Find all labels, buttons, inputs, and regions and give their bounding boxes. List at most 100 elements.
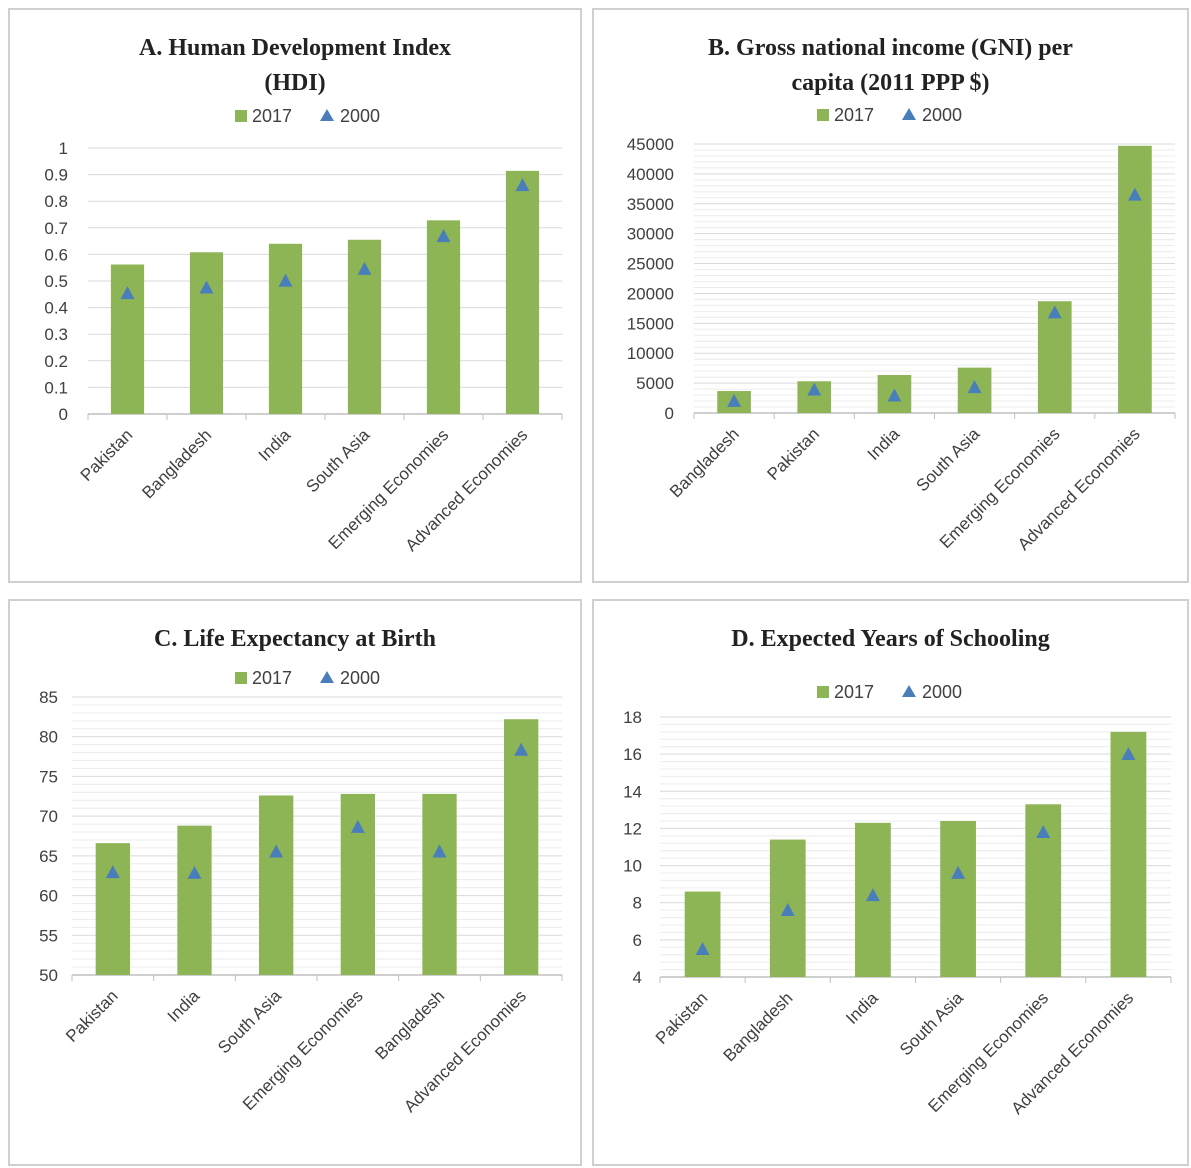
marker-2000 <box>807 382 822 396</box>
marker-2000 <box>967 380 982 394</box>
y-tick-label: 0.4 <box>44 299 68 318</box>
marker-2000 <box>187 865 202 879</box>
x-category-label: Bangladesh <box>720 988 797 1065</box>
marker-2000 <box>278 273 293 287</box>
marker-2000 <box>1127 187 1142 201</box>
chart-title: B. Gross national income (GNI) per <box>708 35 1073 61</box>
marker-2000 <box>269 844 284 858</box>
chart-title: A. Human Development Index <box>139 35 451 61</box>
bar-2017 <box>504 719 539 975</box>
y-tick-label: 4 <box>633 968 642 987</box>
chart-svg: C. Life Expectancy at Birth 2017 2000 50 55 6… <box>39 626 563 1116</box>
marker-2000 <box>951 865 966 879</box>
marker-2000 <box>1036 825 1051 838</box>
legend-label-2000: 2000 <box>340 106 380 126</box>
x-category-label: Bangladesh <box>371 986 448 1063</box>
y-tick-label: 0 <box>665 404 674 423</box>
bar-2017 <box>426 220 461 414</box>
legend-label-2000: 2000 <box>922 682 962 702</box>
legend-marker-2000 <box>902 685 916 697</box>
y-tick-label: 10000 <box>627 344 674 363</box>
x-category-label: India <box>842 988 882 1028</box>
marker-2000 <box>514 742 529 756</box>
bar-2017 <box>1110 731 1147 977</box>
bar-2017 <box>177 825 212 975</box>
chart-title: C. Life Expectancy at Birth <box>154 626 436 652</box>
x-category-label: Pakistan <box>62 986 122 1046</box>
bar-2017 <box>422 793 457 975</box>
x-category-label: Bangladesh <box>138 425 215 502</box>
y-tick-label: 14 <box>623 782 642 801</box>
marker-2000 <box>105 865 120 879</box>
chart-svg: B. Gross national income (GNI) per capita… <box>627 35 1176 554</box>
y-tick-label: 85 <box>39 688 58 707</box>
x-category-label: Bangladesh <box>666 424 743 501</box>
chart-title: capita (2011 PPP $) <box>792 70 990 96</box>
y-tick-label: 5000 <box>636 374 674 393</box>
legend-marker-2000 <box>320 671 334 683</box>
y-tick-label: 35000 <box>627 195 674 214</box>
y-tick-label: 16 <box>623 745 642 764</box>
legend-label-2000: 2000 <box>922 105 962 125</box>
y-tick-label: 60 <box>39 887 58 906</box>
marker-2000 <box>515 178 530 192</box>
chart-title: (HDI) <box>264 70 325 96</box>
bar-2017 <box>505 170 540 414</box>
y-tick-label: 15000 <box>627 314 674 333</box>
y-tick-label: 20000 <box>627 284 674 303</box>
y-tick-label: 0.1 <box>44 378 68 397</box>
chart-svg: D. Expected Years of Schooling 2017 2000 4 6… <box>623 626 1172 1118</box>
x-category-label: India <box>864 424 904 464</box>
chart-panel-schooling: D. Expected Years of Schooling 2017 2000 4 6… <box>592 599 1189 1166</box>
x-category-label: South Asia <box>913 424 984 495</box>
chart-panel-life-expectancy: C. Life Expectancy at Birth 2017 2000 50 55 6… <box>8 599 582 1166</box>
y-tick-label: 1 <box>59 139 68 158</box>
legend-swatch-2017 <box>235 110 247 122</box>
bar-2017 <box>189 252 224 414</box>
y-tick-label: 70 <box>39 807 58 826</box>
y-tick-label: 0.5 <box>44 272 68 291</box>
legend-label-2017: 2017 <box>252 106 292 126</box>
y-tick-label: 0.8 <box>44 192 68 211</box>
marker-2000 <box>357 261 372 275</box>
bar-2017 <box>95 843 130 975</box>
y-tick-label: 50 <box>39 966 58 985</box>
legend-label-2017: 2017 <box>834 105 874 125</box>
x-category-label: South Asia <box>214 986 285 1057</box>
y-tick-label: 0.2 <box>44 352 68 371</box>
chart-title: D. Expected Years of Schooling <box>731 626 1049 652</box>
y-tick-label: 12 <box>623 819 642 838</box>
marker-2000 <box>887 388 902 402</box>
marker-2000 <box>120 286 135 300</box>
bar-2017 <box>940 821 976 977</box>
x-category-label: Pakistan <box>764 424 824 484</box>
marker-2000 <box>780 903 795 916</box>
legend-marker-2000 <box>902 108 916 120</box>
y-tick-label: 45000 <box>627 135 674 154</box>
legend-swatch-2017 <box>817 686 829 698</box>
chart-panel-hdi: A. Human Development Index (HDI) 2017 2000 0… <box>8 8 582 583</box>
legend-label-2017: 2017 <box>834 682 874 702</box>
y-tick-label: 10 <box>623 857 642 876</box>
chart-svg: A. Human Development Index (HDI) 2017 2000 0… <box>44 35 563 555</box>
marker-2000 <box>350 819 365 833</box>
marker-2000 <box>1047 305 1062 319</box>
y-tick-label: 65 <box>39 847 58 866</box>
y-tick-label: 40000 <box>627 165 674 184</box>
bar-2017 <box>268 243 303 414</box>
marker-2000 <box>432 844 447 858</box>
legend-swatch-2017 <box>817 109 829 121</box>
y-tick-label: 30000 <box>627 225 674 244</box>
y-tick-label: 25000 <box>627 255 674 274</box>
marker-2000 <box>865 888 880 902</box>
y-tick-label: 6 <box>633 931 642 950</box>
marker-2000 <box>727 393 742 407</box>
x-category-label: South Asia <box>302 425 373 496</box>
x-category-label: Pakistan <box>652 988 712 1048</box>
x-category-label: South Asia <box>896 988 967 1059</box>
bar-2017 <box>1118 145 1152 413</box>
legend-label-2000: 2000 <box>340 668 380 688</box>
marker-2000 <box>695 942 710 955</box>
y-tick-label: 0 <box>59 405 68 424</box>
legend-marker-2000 <box>320 109 334 121</box>
